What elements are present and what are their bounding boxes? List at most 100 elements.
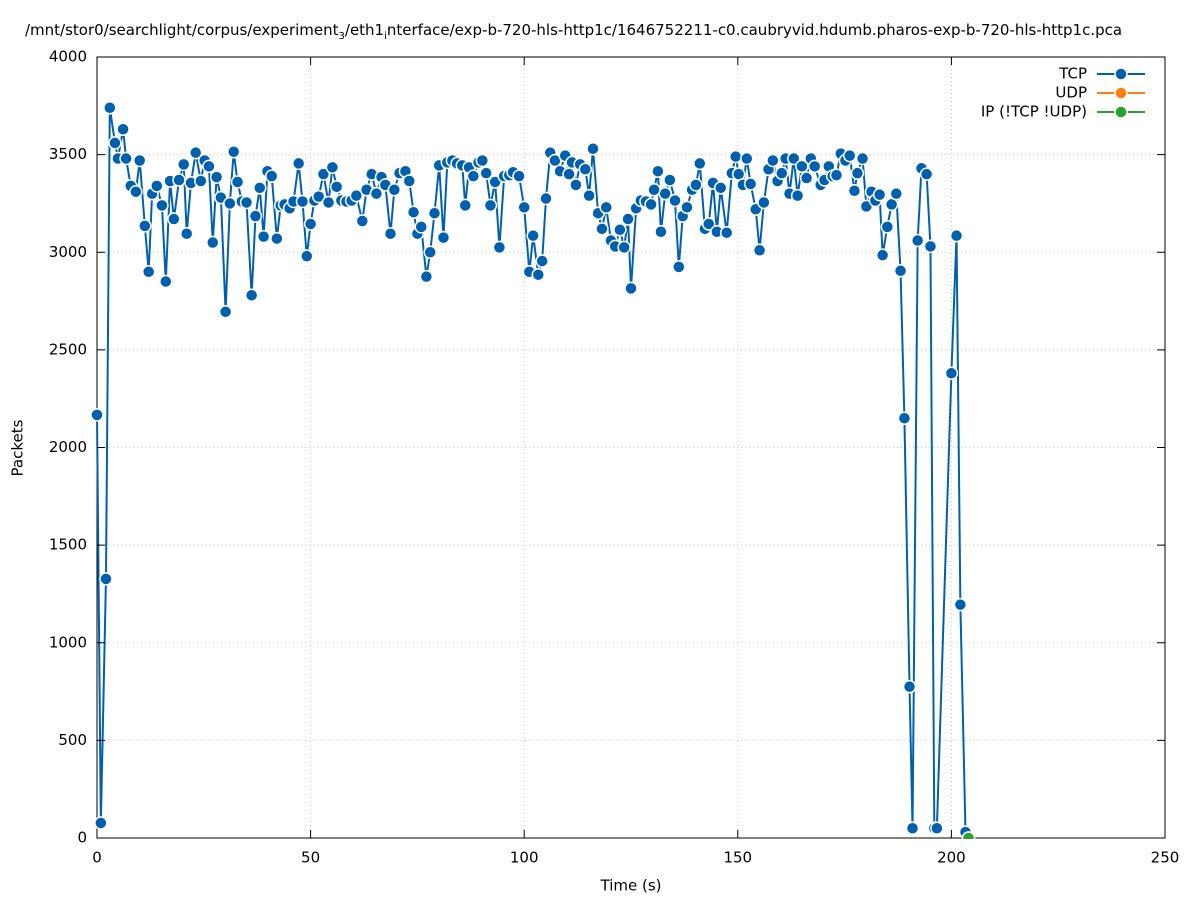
data-point — [303, 217, 318, 231]
legend-label: IP (!TCP !UDP) — [981, 103, 1087, 121]
data-point — [799, 171, 814, 185]
data-point — [329, 180, 344, 194]
data-point — [893, 264, 908, 278]
data-point — [595, 222, 609, 236]
data-point — [517, 200, 531, 215]
data-point — [562, 167, 576, 181]
data-point — [647, 183, 661, 197]
data-point — [668, 193, 682, 208]
data-point — [795, 159, 809, 174]
data-point — [775, 166, 789, 180]
y-tick-label: 3500 — [49, 145, 87, 163]
data-point — [483, 198, 498, 213]
data-point — [248, 209, 263, 223]
data-point — [512, 169, 526, 183]
data-point — [406, 205, 421, 219]
data-point — [599, 200, 613, 215]
data-point — [847, 183, 862, 198]
data-point — [582, 188, 596, 203]
plot-area — [90, 101, 976, 839]
data-point — [141, 265, 156, 279]
data-point — [427, 206, 442, 220]
data-point — [663, 173, 677, 187]
data-point — [872, 187, 887, 202]
data-point — [383, 226, 398, 241]
data-point — [923, 239, 938, 254]
y-tick-label: 0 — [77, 829, 87, 847]
data-point — [230, 175, 245, 189]
data-point — [321, 195, 336, 210]
data-point — [159, 274, 173, 289]
data-point — [458, 198, 472, 213]
data-point — [492, 240, 507, 255]
data-point — [244, 288, 259, 302]
data-point — [787, 151, 801, 166]
data-point — [910, 233, 925, 248]
data-point — [423, 245, 437, 259]
data-point — [850, 166, 865, 180]
data-point — [713, 181, 728, 195]
data-point — [402, 174, 417, 188]
data-point — [129, 184, 143, 199]
data-point — [176, 157, 191, 172]
data-point — [270, 231, 284, 246]
data-point — [223, 196, 237, 211]
legend-marker — [1114, 67, 1128, 81]
data-point — [436, 230, 451, 245]
data-point — [829, 168, 844, 182]
data-point — [202, 159, 216, 174]
data-point — [740, 151, 754, 166]
data-point — [316, 167, 331, 181]
data-point — [842, 148, 857, 163]
data-point — [752, 243, 767, 258]
data-point — [295, 194, 310, 209]
data-point — [155, 198, 169, 213]
data-point — [651, 164, 665, 178]
data-point — [150, 179, 164, 193]
data-point — [172, 173, 186, 187]
data-point — [466, 169, 481, 183]
data-point — [108, 136, 122, 150]
data-point — [256, 229, 271, 244]
data-point — [944, 366, 959, 381]
data-point — [132, 153, 147, 168]
title-part: 3 — [339, 31, 345, 42]
y-tick-label: 1000 — [49, 633, 87, 651]
data-point — [253, 181, 267, 195]
data-point — [689, 178, 703, 192]
grid — [96, 56, 1166, 839]
x-tick-label: 150 — [723, 849, 752, 867]
data-point — [693, 156, 707, 171]
title-part: /mnt/stor0/searchlight/corpus/experiment — [25, 21, 339, 39]
data-point — [961, 831, 976, 839]
y-tick-label: 3000 — [49, 243, 87, 261]
data-point — [218, 305, 233, 319]
data-point — [387, 183, 402, 197]
series-line — [96, 107, 967, 833]
data-point — [680, 200, 694, 215]
data-point — [930, 821, 944, 835]
data-point — [535, 254, 549, 268]
y-tick-label: 1500 — [49, 536, 87, 554]
y-axis-label: Packets — [9, 419, 27, 476]
data-point — [188, 145, 203, 160]
data-point — [743, 177, 758, 191]
data-point — [419, 269, 434, 284]
data-point — [654, 224, 668, 239]
data-point — [624, 281, 638, 296]
data-point — [949, 228, 964, 243]
data-point — [116, 122, 130, 136]
x-tick-label: 50 — [301, 849, 320, 867]
data-point — [355, 214, 370, 228]
y-tick-label: 500 — [58, 731, 87, 749]
data-point — [586, 142, 600, 156]
data-point — [728, 149, 743, 164]
x-tick-label: 250 — [1151, 849, 1180, 867]
data-point — [300, 249, 314, 263]
data-point — [919, 167, 934, 181]
legend-label: TCP — [1058, 65, 1087, 83]
x-tick-label: 200 — [937, 849, 966, 867]
data-point — [644, 197, 658, 212]
data-point — [264, 169, 279, 183]
